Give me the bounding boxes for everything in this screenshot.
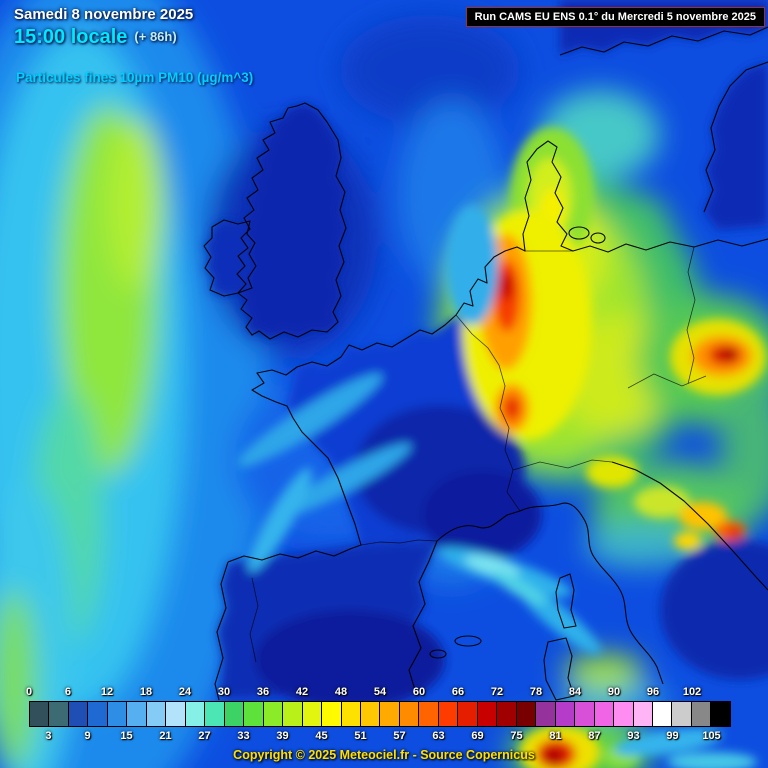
legend-color-cell bbox=[380, 702, 400, 726]
legend-color-cell bbox=[419, 702, 439, 726]
legend-color-cell bbox=[360, 702, 381, 726]
forecast-date: Samedi 8 novembre 2025 bbox=[14, 6, 194, 23]
legend-tick: 24 bbox=[178, 686, 192, 698]
forecast-time: 15:00 locale (+ 86h) bbox=[14, 26, 193, 49]
legend-color-cell bbox=[691, 702, 712, 726]
legend-tick: 99 bbox=[666, 730, 679, 742]
legend-color-cell bbox=[107, 702, 128, 726]
legend-color-cell bbox=[575, 702, 595, 726]
legend-tick: 57 bbox=[393, 730, 406, 742]
legend-tick: 18 bbox=[139, 686, 153, 698]
legend-color-cell bbox=[536, 702, 556, 726]
legend-tick: 9 bbox=[84, 730, 91, 742]
legend-tick: 60 bbox=[412, 686, 426, 698]
legend-tick: 39 bbox=[276, 730, 289, 742]
forecast-time-label: 15:00 locale bbox=[14, 26, 128, 49]
legend-tick: 21 bbox=[159, 730, 172, 742]
legend-color-cell bbox=[399, 702, 420, 726]
legend-tick: 87 bbox=[588, 730, 601, 742]
legend-tick: 48 bbox=[334, 686, 348, 698]
legend-color-cell bbox=[341, 702, 361, 726]
coastlines bbox=[203, 26, 768, 701]
legend-tick: 0 bbox=[25, 686, 33, 698]
legend-tick: 45 bbox=[315, 730, 328, 742]
legend-color-cell bbox=[49, 702, 69, 726]
legend-color-cell bbox=[88, 702, 108, 726]
legend-color-cell bbox=[516, 702, 537, 726]
legend-tick: 51 bbox=[354, 730, 367, 742]
legend-color-cell bbox=[653, 702, 673, 726]
legend-tick: 3 bbox=[45, 730, 52, 742]
legend-color-cell bbox=[594, 702, 615, 726]
legend-tick: 102 bbox=[682, 686, 702, 698]
legend-color-cell bbox=[302, 702, 323, 726]
legend-tick: 12 bbox=[100, 686, 114, 698]
concentration-fields-detail bbox=[204, 0, 768, 768]
legend-color-cell bbox=[555, 702, 576, 726]
legend-color-cell bbox=[224, 702, 245, 726]
legend-color-cell bbox=[711, 702, 730, 726]
legend-color-cell bbox=[458, 702, 478, 726]
legend-tick: 96 bbox=[646, 686, 660, 698]
legend-color-cell bbox=[283, 702, 303, 726]
legend-color-cell bbox=[438, 702, 459, 726]
legend-tick: 78 bbox=[529, 686, 543, 698]
legend-tick: 15 bbox=[120, 730, 133, 742]
legend-values-top: 0 6 12 18 24 30 36 42 48 54 60 66 72 78 84 90 96 102 bbox=[25, 686, 731, 699]
legend-values-bottom: 3 9 15 21 27 33 39 45 51 57 63 69 75 81 87 93 99 105 bbox=[29, 730, 731, 743]
legend-tick: 75 bbox=[510, 730, 523, 742]
legend-tick: 42 bbox=[295, 686, 309, 698]
legend-tick: 90 bbox=[607, 686, 621, 698]
model-run-info: Run CAMS EU ENS 0.1° du Mercredi 5 novem… bbox=[465, 7, 765, 27]
legend-tick: 66 bbox=[451, 686, 465, 698]
color-scale-legend: 0 6 12 18 24 30 36 42 48 54 60 66 72 78 84 90 96 102 3 9 15… bbox=[25, 686, 731, 748]
legend-tick: 33 bbox=[237, 730, 250, 742]
legend-tick: 105 bbox=[702, 730, 721, 742]
country-borders bbox=[249, 246, 707, 663]
legend-color-cell bbox=[205, 702, 225, 726]
legend-color-cell bbox=[68, 702, 89, 726]
legend-color-cell bbox=[244, 702, 264, 726]
legend-color-cell bbox=[477, 702, 498, 726]
legend-color-cell bbox=[633, 702, 653, 726]
legend-tick: 54 bbox=[373, 686, 387, 698]
legend-tick: 69 bbox=[471, 730, 484, 742]
legend-color-cell bbox=[166, 702, 186, 726]
legend-tick: 27 bbox=[198, 730, 211, 742]
legend-tick: 63 bbox=[432, 730, 445, 742]
legend-color-cell bbox=[185, 702, 206, 726]
parameter-label: Particules fines 10µm PM10 (µg/m^3) bbox=[16, 70, 254, 85]
legend-color-cell bbox=[614, 702, 634, 726]
legend-tick: 6 bbox=[64, 686, 72, 698]
legend-color-cell bbox=[263, 702, 284, 726]
legend-color-cell bbox=[322, 702, 342, 726]
legend-color-cell bbox=[672, 702, 692, 726]
legend-tick: 81 bbox=[549, 730, 562, 742]
map-header: Samedi 8 novembre 2025 15:00 locale (+ 86… bbox=[14, 6, 193, 49]
legend-tick: 84 bbox=[568, 686, 582, 698]
legend-tick: 36 bbox=[256, 686, 270, 698]
legend-color-cell bbox=[146, 702, 167, 726]
legend-tick: 30 bbox=[217, 686, 231, 698]
legend-tick: 93 bbox=[627, 730, 640, 742]
legend-color-cell bbox=[127, 702, 147, 726]
legend-color-strip bbox=[29, 701, 731, 727]
forecast-hour-offset: (+ 86h) bbox=[134, 29, 177, 45]
legend-color-cell bbox=[497, 702, 517, 726]
legend-tick: 72 bbox=[490, 686, 504, 698]
legend-color-cell bbox=[30, 702, 50, 726]
copyright-line: Copyright © 2025 Meteociel.fr - Source C… bbox=[233, 748, 535, 762]
